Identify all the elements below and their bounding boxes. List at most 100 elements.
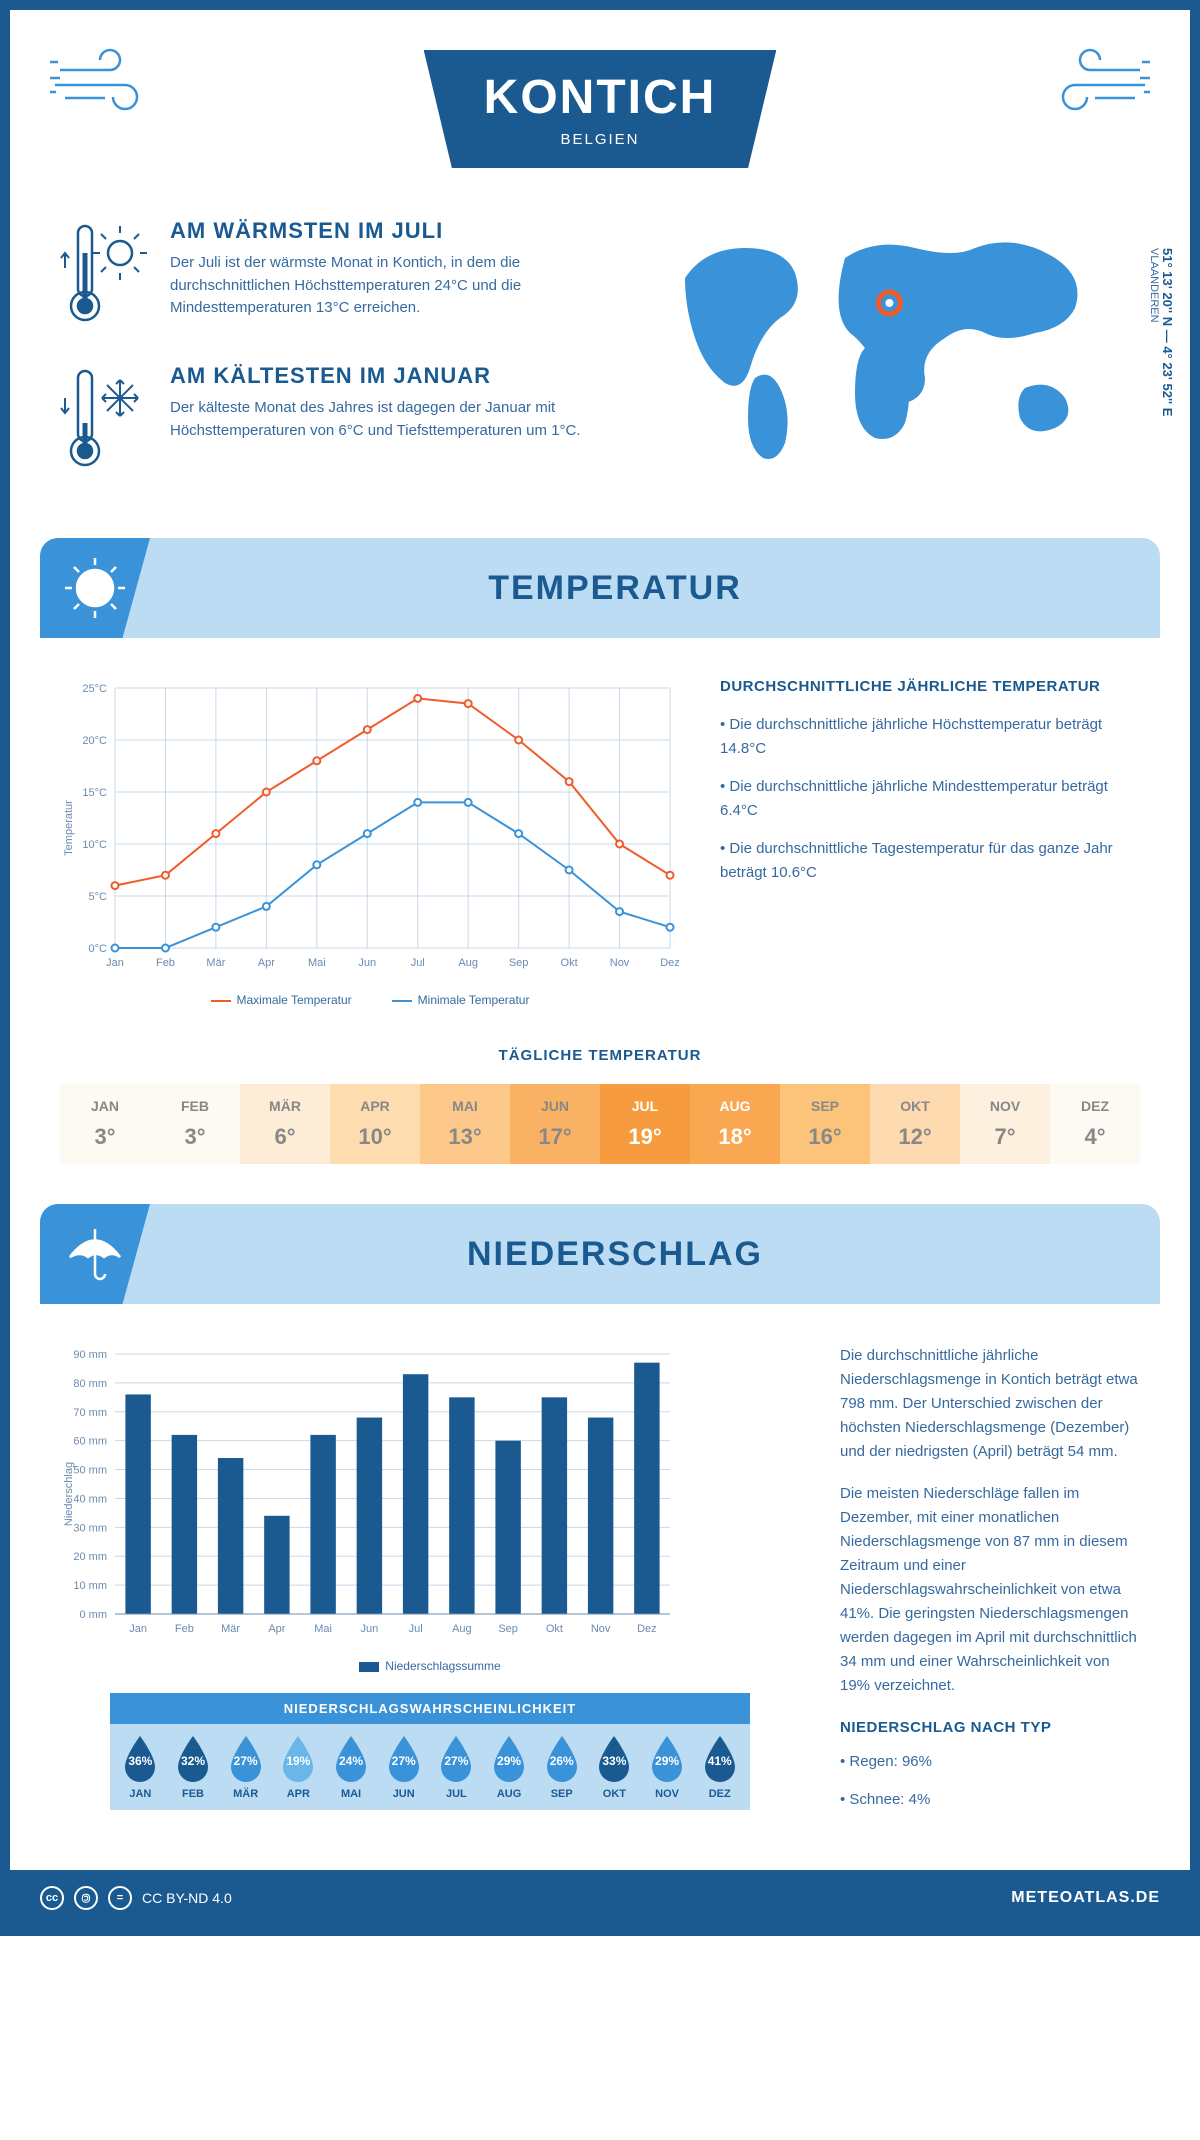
svg-text:Okt: Okt <box>561 957 578 969</box>
daily-temp-cell: JUL19° <box>600 1084 690 1164</box>
cold-title: AM KÄLTESTEN IM JANUAR <box>170 363 605 389</box>
legend-max: Maximale Temperatur <box>211 993 352 1007</box>
svg-text:Nov: Nov <box>610 957 630 969</box>
precip-prob-box: NIEDERSCHLAGSWAHRSCHEINLICHKEIT 36%JAN32… <box>110 1693 750 1810</box>
temp-section-header: TEMPERATUR <box>40 538 1160 638</box>
precip-heading: NIEDERSCHLAG <box>150 1235 1160 1274</box>
svg-text:90 mm: 90 mm <box>73 1349 107 1361</box>
precip-info: Die durchschnittliche jährliche Niedersc… <box>840 1344 1140 1850</box>
svg-text:20 mm: 20 mm <box>73 1551 107 1563</box>
precip-p1: Die durchschnittliche jährliche Niedersc… <box>840 1344 1140 1464</box>
precip-type-title: NIEDERSCHLAG NACH TYP <box>840 1716 1140 1740</box>
daily-temp-title: TÄGLICHE TEMPERATUR <box>60 1047 1140 1064</box>
svg-text:Mai: Mai <box>314 1623 332 1635</box>
svg-text:Nov: Nov <box>591 1623 611 1635</box>
precip-p2: Die meisten Niederschläge fallen im Deze… <box>840 1482 1140 1698</box>
page: KONTICH BELGIEN <box>0 0 1200 1936</box>
license-text: CC BY-ND 4.0 <box>142 1890 232 1906</box>
svg-text:Jun: Jun <box>361 1623 379 1635</box>
precip-chart-svg: 0 mm10 mm20 mm30 mm40 mm50 mm60 mm70 mm8… <box>60 1344 680 1644</box>
region-label: VLAANDEREN <box>1148 248 1160 323</box>
umbrella-icon <box>40 1204 150 1304</box>
daily-temp-cell: SEP16° <box>780 1084 870 1164</box>
prob-cell: 19%APR <box>272 1734 325 1800</box>
thermometer-snow-icon <box>60 363 150 478</box>
daily-temp-cell: MÄR6° <box>240 1084 330 1164</box>
cold-text: Der kälteste Monat des Jahres ist dagege… <box>170 397 605 442</box>
svg-text:Jan: Jan <box>129 1623 147 1635</box>
cold-fact: AM KÄLTESTEN IM JANUAR Der kälteste Mona… <box>60 363 605 478</box>
svg-text:70 mm: 70 mm <box>73 1407 107 1419</box>
svg-text:Temperatur: Temperatur <box>63 800 75 856</box>
svg-text:Jul: Jul <box>409 1623 423 1635</box>
nd-icon: = <box>108 1886 132 1910</box>
precip-chart: 0 mm10 mm20 mm30 mm40 mm50 mm60 mm70 mm8… <box>60 1344 800 1850</box>
world-map: VLAANDEREN 51° 13' 20'' N — 4° 23' 52'' … <box>645 218 1140 508</box>
by-icon: 🄯 <box>74 1886 98 1910</box>
svg-text:10°C: 10°C <box>82 839 107 851</box>
precip-body: 0 mm10 mm20 mm30 mm40 mm50 mm60 mm70 mm8… <box>10 1304 1190 1870</box>
svg-text:Okt: Okt <box>546 1623 563 1635</box>
svg-text:Sep: Sep <box>498 1623 518 1635</box>
svg-text:Aug: Aug <box>452 1623 472 1635</box>
prob-cell: 26%SEP <box>535 1734 588 1800</box>
temp-info-item: • Die durchschnittliche jährliche Mindes… <box>720 775 1140 823</box>
temp-info-title: DURCHSCHNITTLICHE JÄHRLICHE TEMPERATUR <box>720 678 1140 695</box>
footer: cc 🄯 = CC BY-ND 4.0 METEOATLAS.DE <box>10 1870 1190 1926</box>
svg-text:25°C: 25°C <box>82 683 107 695</box>
wind-icon <box>1030 40 1150 120</box>
svg-text:Niederschlag: Niederschlag <box>63 1462 75 1526</box>
wind-icon <box>50 40 170 120</box>
temp-body: 0°C5°C10°C15°C20°C25°CJanFebMärAprMaiJun… <box>10 638 1190 1027</box>
thermometer-sun-icon <box>60 218 150 333</box>
svg-text:Mär: Mär <box>206 957 225 969</box>
temp-legend: Maximale Temperatur Minimale Temperatur <box>60 993 680 1007</box>
svg-text:5°C: 5°C <box>89 891 108 903</box>
svg-text:Feb: Feb <box>175 1623 194 1635</box>
temp-chart: 0°C5°C10°C15°C20°C25°CJanFebMärAprMaiJun… <box>60 678 680 1007</box>
precip-prob-row: 36%JAN32%FEB27%MÄR19%APR24%MAI27%JUN27%J… <box>110 1724 750 1810</box>
warm-title: AM WÄRMSTEN IM JULI <box>170 218 605 244</box>
prob-cell: 24%MAI <box>325 1734 378 1800</box>
daily-temp-cell: OKT12° <box>870 1084 960 1164</box>
precip-legend: Niederschlagssumme <box>60 1659 800 1673</box>
daily-temp-cell: MAI13° <box>420 1084 510 1164</box>
daily-temp-cell: JAN3° <box>60 1084 150 1164</box>
world-map-svg <box>645 218 1115 468</box>
svg-text:80 mm: 80 mm <box>73 1378 107 1390</box>
daily-temp-cell: FEB3° <box>150 1084 240 1164</box>
coords-label: 51° 13' 20'' N — 4° 23' 52'' E <box>1160 248 1175 416</box>
cc-icon: cc <box>40 1886 64 1910</box>
temp-info: DURCHSCHNITTLICHE JÄHRLICHE TEMPERATUR •… <box>720 678 1140 1007</box>
svg-text:Jan: Jan <box>106 957 124 969</box>
svg-text:Jun: Jun <box>358 957 376 969</box>
prob-cell: 33%OKT <box>588 1734 641 1800</box>
svg-text:15°C: 15°C <box>82 787 107 799</box>
svg-text:Apr: Apr <box>268 1623 285 1635</box>
svg-text:Sep: Sep <box>509 957 529 969</box>
svg-text:60 mm: 60 mm <box>73 1436 107 1448</box>
prob-cell: 41%DEZ <box>693 1734 746 1800</box>
warm-text: Der Juli ist der wärmste Monat in Kontic… <box>170 252 605 320</box>
svg-text:40 mm: 40 mm <box>73 1493 107 1505</box>
svg-text:Feb: Feb <box>156 957 175 969</box>
daily-temp-cell: DEZ4° <box>1050 1084 1140 1164</box>
temp-heading: TEMPERATUR <box>150 569 1160 608</box>
temp-info-item: • Die durchschnittliche jährliche Höchst… <box>720 713 1140 761</box>
prob-cell: 29%AUG <box>483 1734 536 1800</box>
svg-text:Dez: Dez <box>637 1623 657 1635</box>
prob-cell: 27%MÄR <box>219 1734 272 1800</box>
svg-text:30 mm: 30 mm <box>73 1522 107 1534</box>
temp-chart-svg: 0°C5°C10°C15°C20°C25°CJanFebMärAprMaiJun… <box>60 678 680 978</box>
precip-section-header: NIEDERSCHLAG <box>40 1204 1160 1304</box>
city-title: KONTICH <box>484 70 717 125</box>
daily-temp-cell: JUN17° <box>510 1084 600 1164</box>
daily-temp: TÄGLICHE TEMPERATUR JAN3°FEB3°MÄR6°APR10… <box>60 1047 1140 1164</box>
prob-cell: 27%JUL <box>430 1734 483 1800</box>
precip-type-item: • Schnee: 4% <box>840 1788 1140 1812</box>
prob-cell: 36%JAN <box>114 1734 167 1800</box>
daily-temp-cell: AUG18° <box>690 1084 780 1164</box>
warm-fact: AM WÄRMSTEN IM JULI Der Juli ist der wär… <box>60 218 605 333</box>
svg-text:0 mm: 0 mm <box>80 1609 108 1621</box>
header: KONTICH BELGIEN <box>10 10 1190 198</box>
